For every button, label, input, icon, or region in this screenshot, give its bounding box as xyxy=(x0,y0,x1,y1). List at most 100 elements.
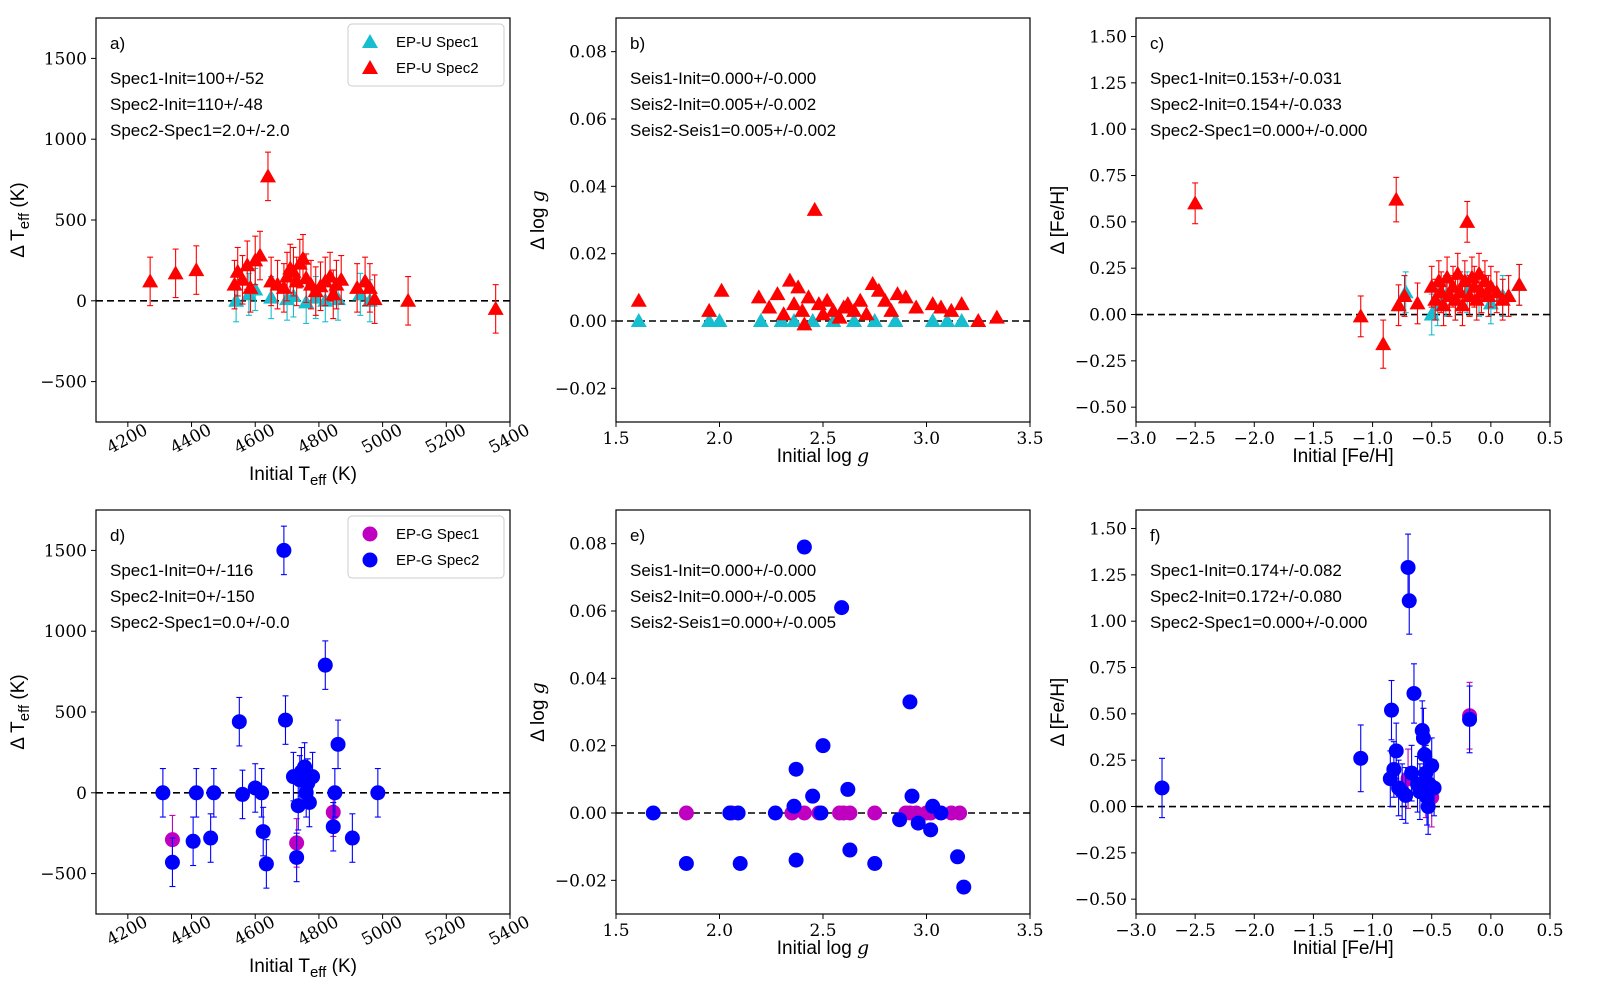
y-axis-label: Δ Teff (K) xyxy=(8,182,33,258)
data-point xyxy=(330,736,346,752)
x-axis-label-italic: g xyxy=(857,937,869,959)
stat-annotation: Spec2-Spec1=0.000+/-0.000 xyxy=(1150,613,1367,632)
data-point xyxy=(867,856,883,871)
y-axis-label-sub: eff xyxy=(16,704,33,721)
data-point xyxy=(781,272,798,287)
data-point xyxy=(1417,747,1433,763)
data-point xyxy=(289,849,305,865)
data-point xyxy=(1187,195,1204,210)
data-point xyxy=(788,852,804,868)
legend-label: EP-U Spec2 xyxy=(396,60,479,77)
y-tick-label: 0.06 xyxy=(569,602,607,622)
data-point xyxy=(1500,287,1517,302)
y-axis-label-italic: g xyxy=(527,682,549,694)
panel-a: 4200 4400 4600 4800 5000 5200 5400−50005001000… xyxy=(8,17,533,489)
y-axis-label-main: Δ log xyxy=(528,202,549,250)
stat-annotation: Seis2-Init=0.000+/-0.005 xyxy=(630,587,816,606)
panel-label: f) xyxy=(1150,526,1160,545)
data-point xyxy=(813,805,829,821)
data-point xyxy=(730,805,746,821)
data-point xyxy=(1511,276,1528,291)
data-point xyxy=(1404,765,1420,781)
x-axis-label-main: Initial [Fe/H] xyxy=(1292,938,1393,959)
x-tick-label: −0.5 xyxy=(1411,921,1452,941)
x-tick-label: −1.0 xyxy=(1352,921,1393,941)
data-point xyxy=(1415,730,1431,746)
panel-c: −3.0 −2.5 −2.0 −1.5 −1.0 −0.5 0.0 0.5 −0.50 −0.25… xyxy=(1048,17,1564,467)
data-layer xyxy=(630,201,1005,331)
data-point xyxy=(1383,702,1399,718)
data-point xyxy=(349,279,366,294)
data-point xyxy=(910,815,926,831)
data-point xyxy=(1439,269,1456,284)
y-tick-label: −0.25 xyxy=(1075,844,1127,864)
data-point xyxy=(752,313,769,327)
data-point xyxy=(155,785,171,801)
x-tick-label: 0.5 xyxy=(1536,921,1563,941)
y-tick-label: 1000 xyxy=(44,622,87,642)
data-point xyxy=(366,291,383,306)
data-point xyxy=(761,299,778,314)
x-axis-label: Initial [Fe/H] xyxy=(1292,938,1393,959)
y-tick-label: 0.50 xyxy=(1089,213,1127,233)
data-point xyxy=(252,247,269,262)
panel-label: c) xyxy=(1150,34,1164,53)
x-tick-label: 2.5 xyxy=(809,921,836,941)
y-tick-label: 1.00 xyxy=(1089,612,1127,632)
y-axis-label-sub: eff xyxy=(16,212,33,229)
x-axis-label: Initial log g xyxy=(777,937,869,959)
y-axis-label-main: Δ [Fe/H] xyxy=(1048,186,1069,255)
data-point xyxy=(325,819,341,835)
data-point xyxy=(259,168,276,183)
data-point xyxy=(870,282,887,297)
data-point xyxy=(800,289,817,304)
data-point xyxy=(255,824,271,840)
stat-annotation: Spec1-Init=0.174+/-0.082 xyxy=(1150,561,1342,580)
y-axis-label-main: Δ T xyxy=(8,229,29,258)
data-point xyxy=(276,542,292,558)
y-tick-label: 0.08 xyxy=(569,43,607,63)
data-point xyxy=(815,738,831,754)
data-point xyxy=(713,282,730,297)
data-point xyxy=(322,268,339,283)
data-layer xyxy=(1187,176,1528,369)
x-tick-label: 2.0 xyxy=(706,921,733,941)
data-point xyxy=(327,785,343,801)
y-tick-label: 0.00 xyxy=(1089,306,1127,326)
data-point xyxy=(1466,278,1483,293)
x-axis-label-main: Initial log xyxy=(777,446,857,467)
data-point xyxy=(242,279,259,294)
y-tick-label: 0.25 xyxy=(1089,259,1127,279)
series-ep-g-spec2 xyxy=(1154,533,1478,835)
data-point xyxy=(858,306,875,321)
data-point xyxy=(788,761,804,777)
x-axis-label-main: Initial T xyxy=(249,956,310,977)
data-point xyxy=(206,785,222,801)
data-point xyxy=(933,805,949,821)
y-tick-label: 500 xyxy=(55,211,87,231)
data-point xyxy=(1468,291,1485,306)
x-axis-label: Initial Teff (K) xyxy=(249,956,357,981)
stat-annotation: Spec2-Init=0+/-150 xyxy=(110,587,255,606)
data-point xyxy=(277,712,293,728)
y-tick-label: 0.00 xyxy=(569,312,607,332)
data-point xyxy=(678,805,694,821)
x-tick-label: −2.0 xyxy=(1234,921,1275,941)
data-point xyxy=(645,805,661,821)
y-tick-label: −0.02 xyxy=(555,379,607,399)
panel-f: −3.0 −2.5 −2.0 −1.5 −1.0 −0.5 0.0 0.5 −0.50 −0.25… xyxy=(1048,509,1564,959)
data-point xyxy=(834,600,850,616)
data-point xyxy=(1388,743,1404,759)
y-axis-label: Δ log g xyxy=(527,682,549,742)
data-point xyxy=(1390,297,1407,312)
data-point xyxy=(852,292,869,307)
data-point xyxy=(804,313,821,327)
y-tick-label: 0.75 xyxy=(1089,659,1127,679)
data-point xyxy=(988,309,1005,324)
data-point xyxy=(301,794,317,810)
x-axis-label-unit: (K) xyxy=(326,956,357,977)
data-point xyxy=(924,296,941,311)
data-point xyxy=(1445,278,1462,293)
data-point xyxy=(1420,799,1436,815)
data-point xyxy=(902,694,918,710)
